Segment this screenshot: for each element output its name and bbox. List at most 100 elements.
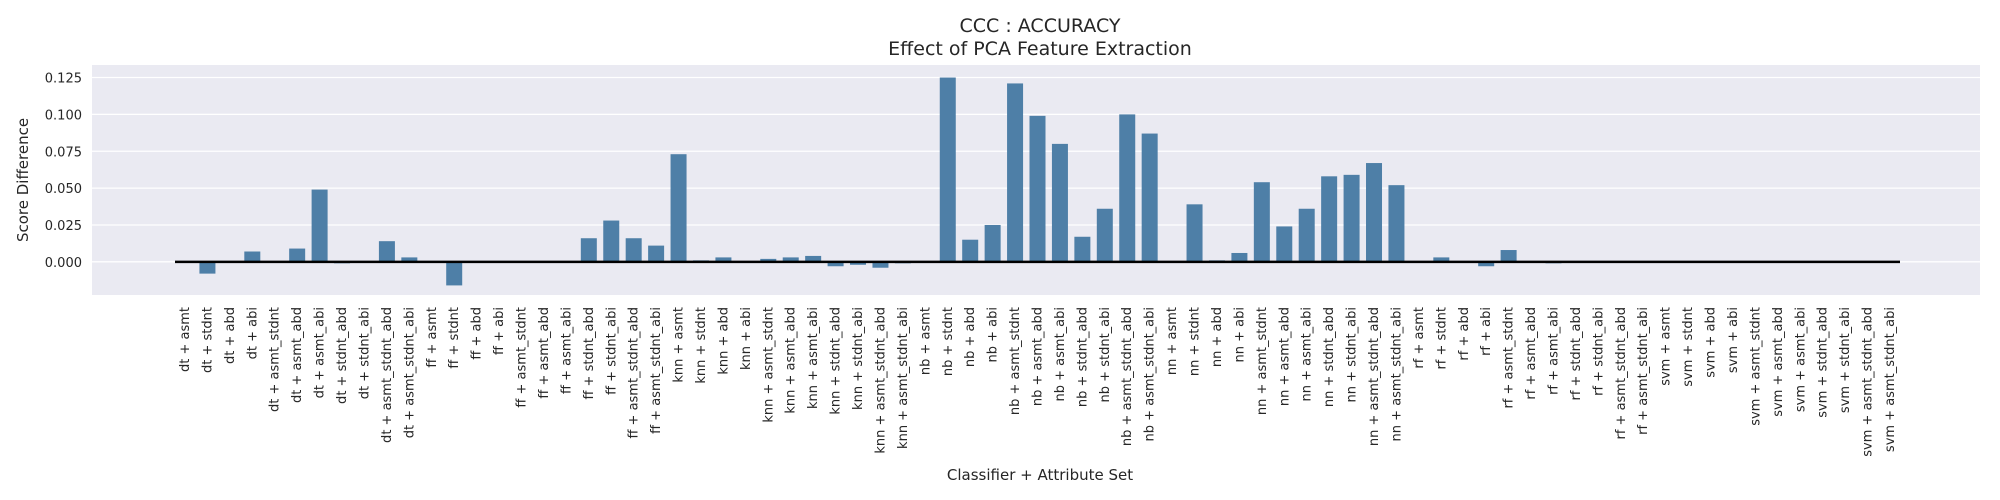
chart-title: CCC : ACCURACY [959, 15, 1120, 37]
bar [1141, 133, 1158, 262]
bar [872, 261, 889, 268]
y-axis-ticks: 0.000 0.025 0.050 0.075 0.100 0.125 [45, 72, 82, 271]
bar [1186, 204, 1203, 262]
bar [1366, 163, 1383, 262]
bar [760, 258, 777, 262]
x-tick-label: svm + asmt [1659, 307, 1674, 386]
bar [289, 248, 306, 262]
x-tick-label: knn + asmt_abd [784, 307, 799, 414]
x-tick-label: rf + asmt_abd [1524, 307, 1539, 400]
x-tick-label: svm + stdnt_abd [1816, 307, 1831, 418]
x-tick-label: svm + abd [1704, 307, 1719, 378]
x-tick-label: nn + stdnt_abd [1322, 307, 1337, 407]
x-tick-label: knn + stdnt_abd [829, 307, 844, 415]
bar [715, 257, 732, 262]
x-tick-label: nb + stdnt [941, 307, 956, 376]
x-tick-label: ff + asmt_stdnt_abi [649, 307, 664, 434]
x-tick-label: knn + stdnt [694, 307, 709, 384]
bar [1074, 236, 1091, 262]
x-tick-label: knn + stdnt_abi [851, 307, 866, 410]
x-tick-label: svm + asmt_abd [1771, 307, 1786, 417]
x-tick-label: ff + asmt_abi [559, 307, 574, 394]
bar [984, 224, 1001, 262]
x-tick-label: svm + asmt_stdnt [1748, 307, 1763, 426]
x-tick-label: dt + asmt_stdnt_abi [402, 307, 417, 438]
x-tick-label: rf + asmt_stdnt_abi [1636, 307, 1651, 435]
x-tick-label: dt + asmt_abd [290, 307, 305, 403]
bar [1253, 182, 1270, 262]
bar [580, 238, 597, 262]
x-axis-ticks: dt + asmt dt + stdnt dt + abd dt + abi dt + … [178, 307, 1898, 457]
x-tick-label: ff + stdnt_abi [604, 307, 619, 395]
bar [939, 77, 956, 262]
y-tick-label: 0.050 [45, 182, 82, 197]
y-tick-label: 0.125 [45, 72, 82, 87]
y-tick-label: 0.100 [45, 108, 82, 123]
y-axis-label: Score Difference [14, 118, 32, 242]
bars [199, 77, 1562, 286]
x-tick-label: ff + abd [470, 307, 485, 360]
bar [670, 154, 687, 262]
x-tick-label: nn + asmt_stdnt [1255, 307, 1270, 415]
x-tick-label: svm + stdnt [1681, 307, 1696, 387]
x-tick-label: dt + abi [245, 307, 260, 359]
y-tick-label: 0.075 [45, 145, 82, 160]
x-tick-label: nn + abd [1210, 307, 1225, 367]
x-axis-label: Classifier + Attribute Set [947, 466, 1133, 484]
x-tick-label: nb + abd [963, 307, 978, 367]
x-tick-label: nn + stdnt_abi [1345, 307, 1360, 402]
x-tick-label: knn + asmt [672, 307, 687, 383]
x-tick-label: nb + asmt_stdnt [1008, 307, 1023, 415]
bar [244, 251, 261, 262]
x-tick-label: nb + stdnt_abi [1098, 307, 1113, 402]
x-tick-label: ff + stdnt_abd [582, 307, 597, 400]
x-tick-label: knn + asmt_stdnt [761, 307, 776, 423]
x-tick-label: nn + asmt_abi [1300, 307, 1315, 401]
x-tick-label: knn + abi [739, 307, 754, 370]
bar [199, 261, 216, 274]
x-tick-label: ff + stdnt [447, 307, 462, 369]
chart-subtitle: Effect of PCA Feature Extraction [888, 38, 1192, 60]
x-tick-label: nn + stdnt [1188, 307, 1203, 376]
bar [850, 261, 867, 265]
x-tick-label: svm + asmt_stdnt_abd [1861, 307, 1876, 457]
x-tick-label: dt + asmt_abi [313, 307, 328, 398]
x-tick-label: dt + stdnt [200, 307, 215, 373]
bar [805, 255, 822, 262]
x-tick-label: knn + abd [716, 307, 731, 375]
x-tick-label: nn + asmt_stdnt_abi [1389, 307, 1404, 441]
bar [378, 241, 395, 262]
x-tick-label: rf + asmt_stdnt_abd [1614, 307, 1629, 440]
x-tick-label: svm + asmt_abi [1793, 307, 1808, 412]
bar [1343, 174, 1360, 262]
x-tick-label: nb + asmt_stdnt_abd [1120, 307, 1135, 446]
x-tick-label: svm + stdnt_abi [1838, 307, 1853, 413]
bar [311, 189, 328, 262]
bar [401, 257, 418, 262]
x-tick-label: rf + stdnt_abd [1569, 307, 1584, 401]
x-tick-label: rf + stdnt [1434, 307, 1449, 370]
bar [1029, 115, 1046, 262]
x-tick-label: rf + asmt_abi [1546, 307, 1561, 395]
x-tick-label: rf + asmt [1412, 307, 1427, 369]
x-tick-label: dt + asmt_stdnt [268, 307, 283, 412]
bar [1388, 185, 1405, 262]
x-tick-label: rf + asmt_stdnt [1502, 307, 1517, 409]
x-tick-label: nb + asmt_abi [1053, 307, 1068, 401]
bar [1321, 176, 1338, 262]
bar [962, 239, 979, 262]
y-tick-label: 0.025 [45, 219, 82, 234]
bar [782, 257, 799, 262]
x-tick-label: nn + abi [1232, 307, 1247, 362]
x-tick-label: dt + stdnt_abd [335, 307, 350, 404]
bar [446, 261, 463, 286]
x-tick-label: ff + abi [492, 307, 507, 355]
bar [1051, 143, 1068, 262]
bar [1433, 257, 1450, 262]
x-tick-label: rf + stdnt_abi [1591, 307, 1606, 396]
bar [1096, 208, 1113, 262]
x-tick-label: knn + asmt_stdnt_abi [896, 307, 911, 449]
bar [1007, 83, 1024, 262]
bar [827, 261, 844, 267]
